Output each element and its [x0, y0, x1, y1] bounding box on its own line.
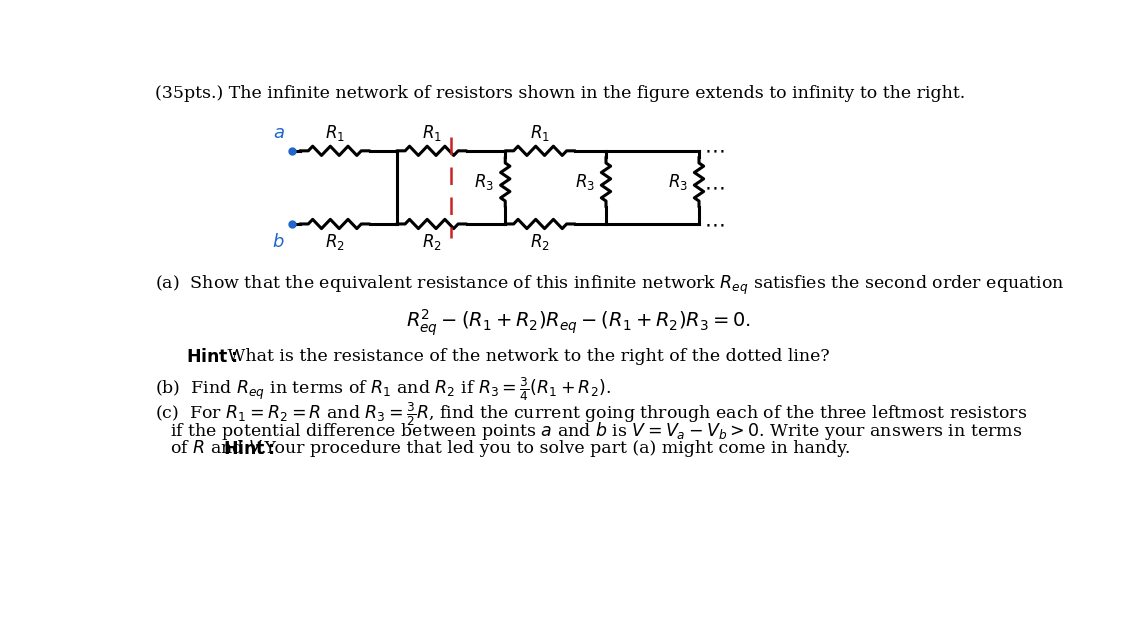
Text: $R_1$: $R_1$ [325, 123, 345, 143]
Text: $\cdots$: $\cdots$ [704, 141, 724, 161]
Text: $R_3$: $R_3$ [668, 172, 688, 192]
Text: $\bf{Hint:}$: $\bf{Hint:}$ [186, 348, 238, 366]
Text: (35pts.) The infinite network of resistors shown in the figure extends to infini: (35pts.) The infinite network of resisto… [155, 85, 966, 102]
Text: $b$: $b$ [272, 233, 284, 251]
Text: $a$: $a$ [273, 124, 284, 141]
Text: $\cdots$: $\cdots$ [704, 214, 724, 234]
Text: Your procedure that led you to solve part (a) might come in handy.: Your procedure that led you to solve par… [258, 440, 851, 457]
Text: $R_2$: $R_2$ [422, 232, 441, 252]
Text: What is the resistance of the network to the right of the dotted line?: What is the resistance of the network to… [221, 348, 829, 365]
Text: $R_1$: $R_1$ [530, 123, 550, 143]
Text: of $R$ and $V$.: of $R$ and $V$. [170, 440, 274, 457]
Text: (c)  For $R_1 = R_2 = R$ and $R_3 = \frac{3}{2}R$, find the current going throug: (c) For $R_1 = R_2 = R$ and $R_3 = \frac… [155, 400, 1028, 428]
Text: if the potential difference between points $a$ and $b$ is $V = V_a - V_b > 0$. W: if the potential difference between poin… [170, 420, 1023, 442]
Text: $R_2$: $R_2$ [325, 232, 345, 252]
Text: $R_1$: $R_1$ [422, 123, 441, 143]
Text: $\bf{Hint:}$: $\bf{Hint:}$ [223, 440, 275, 458]
Text: (a)  Show that the equivalent resistance of this infinite network $R_{eq}$ satis: (a) Show that the equivalent resistance … [155, 274, 1065, 297]
Text: $R_2$: $R_2$ [530, 232, 550, 252]
Text: $R_3$: $R_3$ [575, 172, 596, 192]
Text: $R_{eq}^2 - (R_1 + R_2)R_{eq} - (R_1 + R_2)R_3 = 0.$: $R_{eq}^2 - (R_1 + R_2)R_{eq} - (R_1 + R… [406, 308, 750, 338]
Text: $\cdots$: $\cdots$ [704, 177, 724, 197]
Text: (b)  Find $R_{eq}$ in terms of $R_1$ and $R_2$ if $R_3 = \frac{3}{4}(R_1 + R_2)$: (b) Find $R_{eq}$ in terms of $R_1$ and … [155, 375, 611, 403]
Text: $R_3$: $R_3$ [475, 172, 494, 192]
